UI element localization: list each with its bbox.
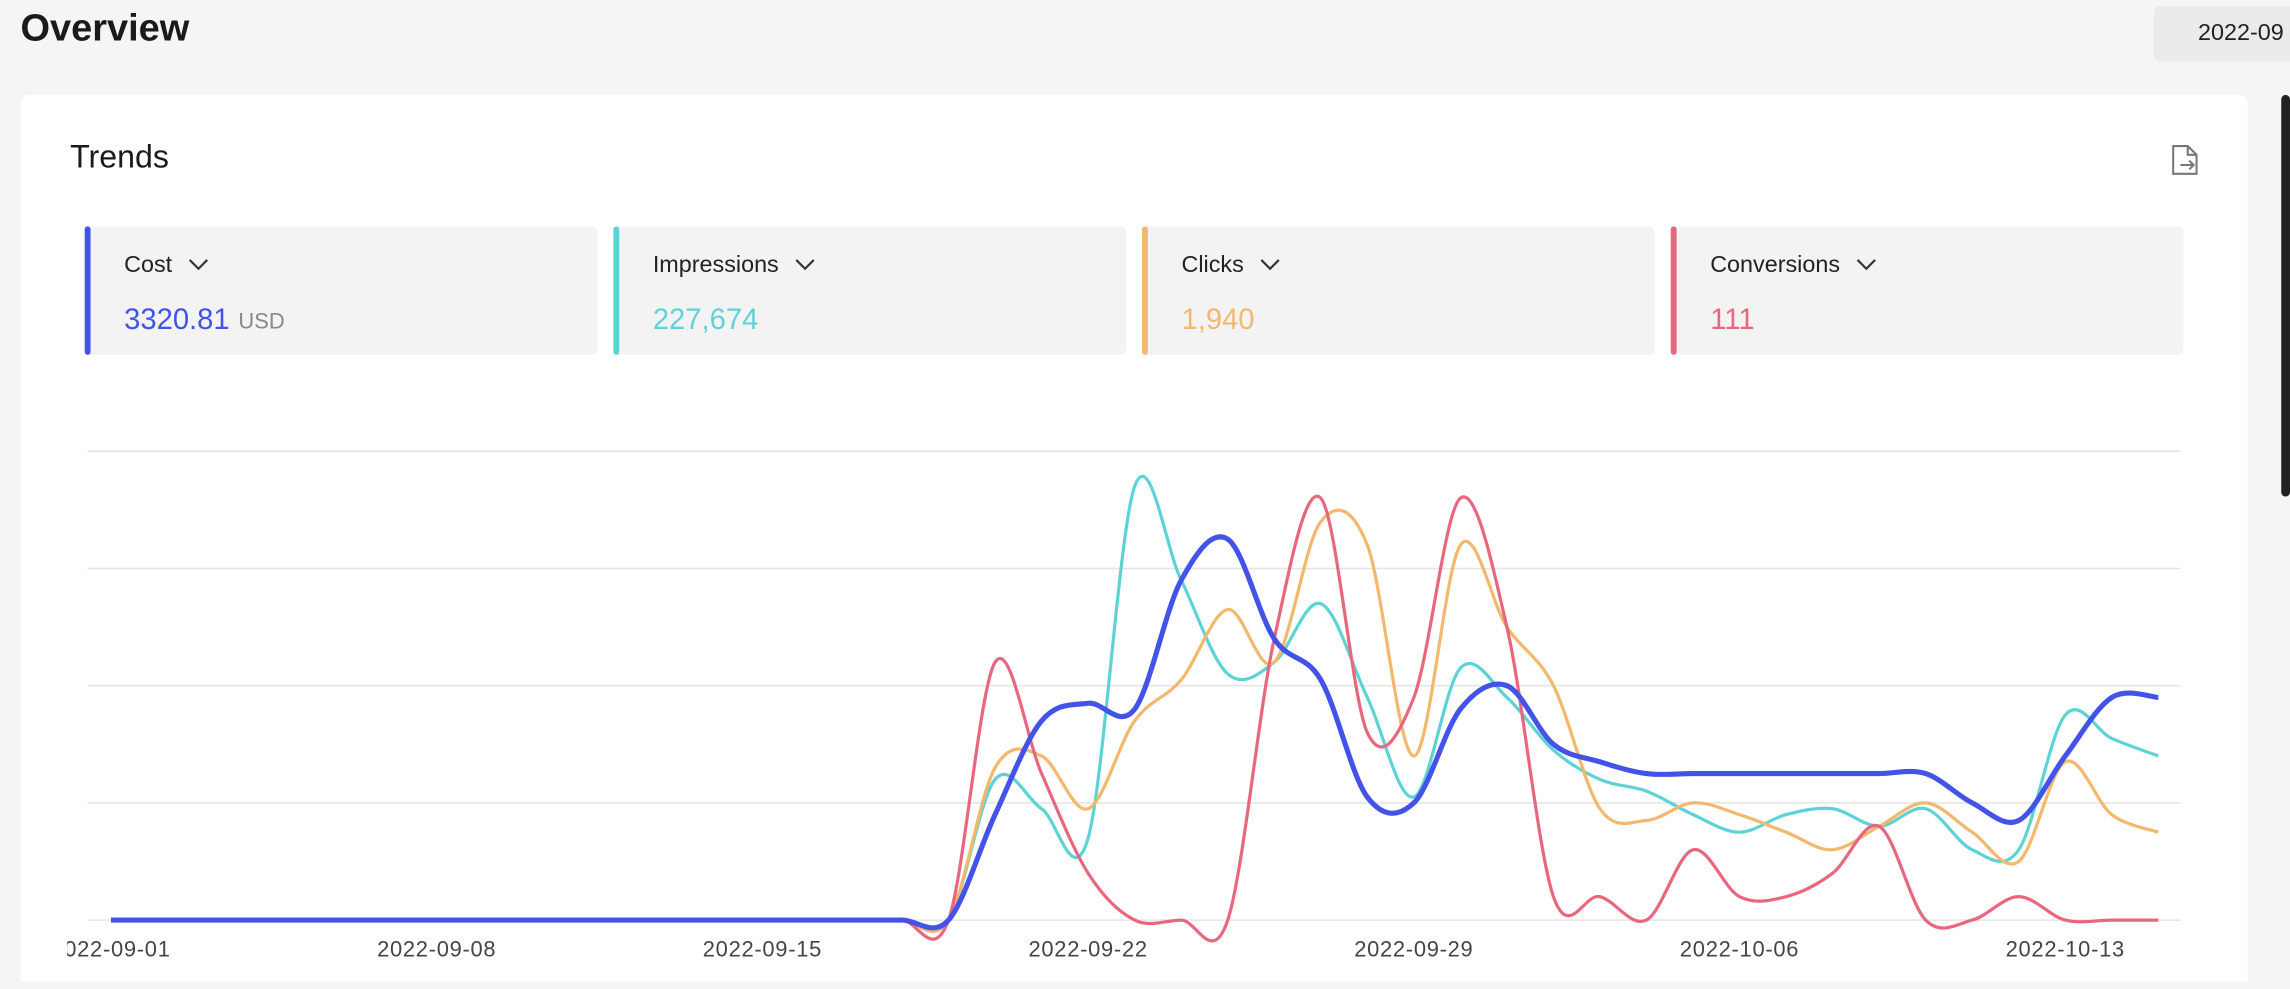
tile-accent	[613, 226, 620, 355]
x-tick-label: 2022-09-22	[1028, 937, 1147, 962]
tile-bg	[84, 226, 598, 355]
tile-accent	[1142, 226, 1148, 355]
dropdown-chevron	[188, 259, 208, 271]
x-tick-label: 2022-09-15	[703, 937, 822, 962]
scrollbar[interactable]	[2281, 94, 2290, 497]
metric-name: Conversions	[1710, 251, 1840, 277]
dropdown-chevron	[795, 259, 815, 271]
metric-total: 3320.81	[124, 304, 230, 336]
metric-name: Cost	[124, 251, 173, 277]
tile-accent	[1670, 226, 1677, 355]
x-tick-label: 2022-09-01	[51, 937, 170, 962]
tile-bg	[613, 226, 1127, 355]
tile-bg	[1670, 226, 2184, 355]
metric-total: 227,674	[653, 304, 759, 336]
tile-accent	[84, 226, 91, 355]
dropdown-chevron	[1856, 259, 1876, 271]
tile-bg	[1142, 226, 1655, 355]
date-text: 2022-09	[2198, 19, 2284, 45]
page-title: Overview	[20, 8, 189, 50]
metric-tile[interactable]: Cost 3320.81 USD	[84, 226, 598, 355]
date-picker[interactable]	[2154, 5, 2290, 62]
series-line	[110, 534, 2159, 931]
metric-total: 1,940	[1182, 304, 1255, 336]
x-tick-label: 2022-10-06	[1680, 937, 1799, 962]
x-tick-label: 2022-09-08	[377, 937, 496, 962]
metric-tile[interactable]: Conversions 111	[1670, 226, 2184, 355]
metric-total: 111	[1710, 304, 1754, 336]
export-icon[interactable]	[2172, 145, 2198, 175]
x-tick-label: 2022-09-29	[1354, 937, 1473, 962]
x-axis-labels: 2022-09-01 2022-09-08 2022-09-15 2022-09-22…	[51, 937, 2125, 962]
metric-tile[interactable]: Clicks 1,940	[1142, 226, 1655, 355]
dropdown-chevron	[1260, 259, 1280, 271]
metric-unit: USD	[238, 309, 284, 334]
metric-name: Clicks	[1182, 251, 1244, 277]
metric-tile[interactable]: Impressions 227,674	[613, 226, 1127, 355]
card-title: Trends	[70, 139, 169, 175]
metric-name: Impressions	[653, 251, 779, 277]
x-tick-label: 2022-10-13	[2006, 937, 2125, 962]
